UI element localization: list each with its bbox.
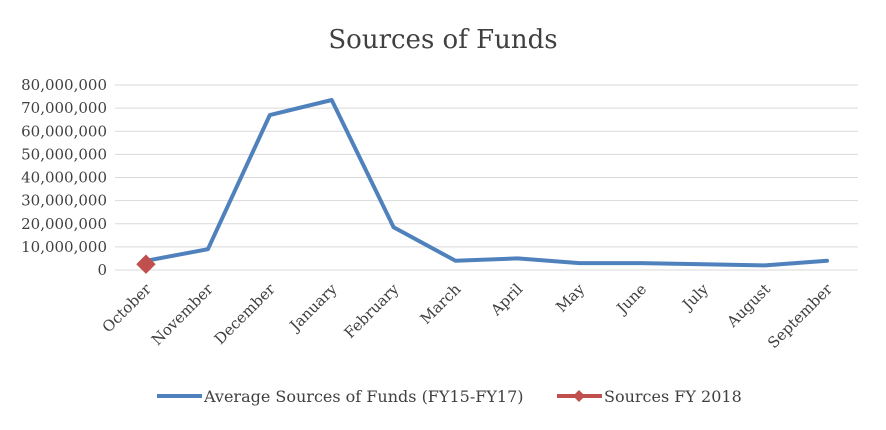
y-tick-label: 40,000,000 — [21, 169, 107, 187]
x-tick-label: July — [677, 280, 712, 315]
x-tick-label: December — [211, 280, 280, 349]
x-tick-label: January — [285, 280, 341, 336]
chart-title: Sources of Funds — [328, 25, 557, 55]
x-tick-label: August — [723, 280, 774, 331]
series-line-0 — [144, 98, 829, 268]
x-tick-label: June — [612, 280, 650, 318]
series-layer — [136, 98, 829, 274]
legend-label: Average Sources of Funds (FY15-FY17) — [203, 387, 524, 406]
y-tick-label: 50,000,000 — [21, 145, 107, 163]
y-tick-label: 10,000,000 — [21, 238, 107, 256]
x-tick-label: May — [552, 280, 588, 316]
y-tick-label: 30,000,000 — [21, 192, 107, 210]
legend-swatch-marker — [573, 390, 585, 402]
y-tick-label: 80,000,000 — [21, 76, 107, 94]
y-tick-label: 0 — [97, 261, 107, 279]
gridlines — [115, 84, 858, 271]
x-tick-label: March — [417, 280, 465, 328]
y-tick-label: 60,000,000 — [21, 122, 107, 140]
x-tick-label: September — [764, 280, 836, 352]
x-tick-label: February — [341, 280, 403, 342]
y-axis-tick-labels: 0 10,000,000 20,000,000 30,000,000 40,000,00… — [21, 76, 107, 279]
y-tick-label: 70,000,000 — [21, 99, 107, 117]
series-point-1-0 — [136, 254, 156, 274]
legend: Average Sources of Funds (FY15-FY17) Sour… — [157, 387, 742, 406]
x-tick-label: November — [148, 280, 217, 349]
y-tick-label: 20,000,000 — [21, 215, 107, 233]
x-tick-label: October — [99, 280, 156, 337]
legend-label: Sources FY 2018 — [604, 387, 742, 406]
x-tick-label: April — [487, 280, 527, 320]
